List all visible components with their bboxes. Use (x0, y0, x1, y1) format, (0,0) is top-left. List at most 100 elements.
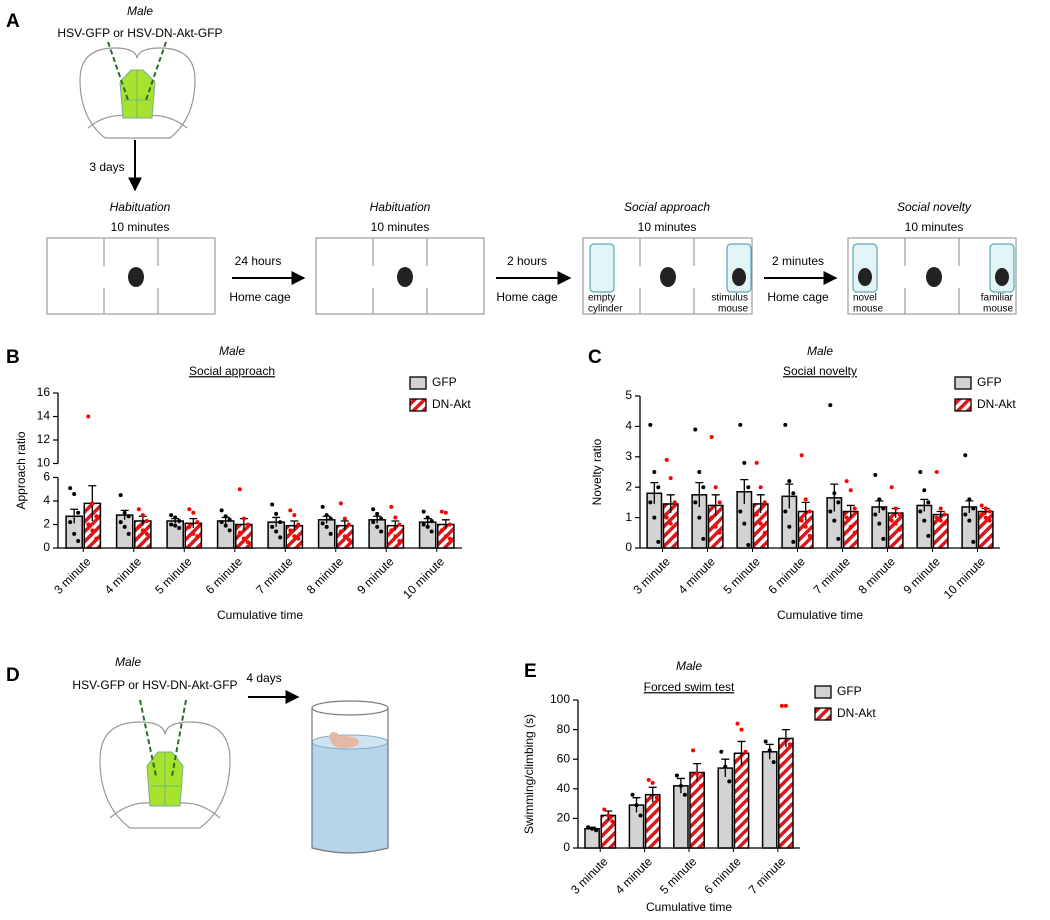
data-point (983, 506, 988, 511)
data-point (832, 518, 837, 523)
data-point (630, 792, 635, 797)
data-point (926, 533, 931, 538)
data-point (76, 538, 81, 543)
chart-title: Male (219, 344, 245, 358)
data-point (634, 803, 639, 808)
data-point (922, 488, 927, 493)
error-bar (711, 494, 720, 517)
data-point (443, 534, 448, 539)
data-point (873, 473, 878, 478)
data-point (72, 531, 77, 536)
error-bar (189, 517, 198, 529)
data-point (237, 530, 242, 535)
data-point (140, 513, 145, 518)
data-point (709, 515, 714, 520)
data-point (807, 509, 812, 514)
legend-label: GFP (432, 375, 457, 389)
data-point (86, 414, 91, 419)
data-point (693, 500, 698, 505)
data-point (177, 526, 182, 531)
data-point (443, 510, 448, 515)
data-point (934, 515, 939, 520)
x-tick-label: 3 minute (568, 854, 611, 897)
data-point (397, 538, 402, 543)
data-point (799, 518, 804, 523)
data-point (942, 521, 947, 526)
data-point (743, 749, 748, 754)
x-tick-label: 6 minute (765, 554, 808, 597)
stage-duration: 10 minutes (638, 220, 697, 234)
arena-label: empty (588, 293, 615, 304)
data-point (852, 506, 857, 511)
data-point (697, 470, 702, 474)
x-axis-label: Cumulative time (646, 900, 732, 914)
place-label: Home cage (229, 290, 291, 304)
data-point (338, 529, 343, 534)
data-point (439, 528, 444, 533)
data-point (288, 508, 293, 513)
interval-label: 2 minutes (772, 254, 824, 268)
data-point (739, 727, 744, 732)
data-point (963, 512, 968, 517)
place-label: Home cage (767, 290, 829, 304)
data-point (771, 760, 776, 765)
data-point (691, 748, 696, 753)
x-tick-label: 10 minute (941, 554, 988, 601)
data-point (136, 507, 141, 512)
data-point (893, 506, 898, 511)
data-point (783, 703, 788, 708)
data-point (173, 515, 178, 520)
interval-label: 2 hours (507, 254, 547, 268)
data-point (421, 522, 426, 527)
legend-swatch (409, 376, 427, 390)
error-bar (391, 520, 400, 531)
legend-label: DN-Akt (432, 397, 471, 411)
y-axis-label: Approach ratio (14, 431, 28, 509)
data-point (187, 507, 192, 512)
data-point (762, 530, 767, 535)
arena-label: mouse (853, 304, 883, 315)
data-point (889, 485, 894, 490)
data-point (934, 470, 939, 474)
panel-label: B (6, 347, 20, 368)
data-point (118, 520, 123, 525)
data-point (695, 772, 700, 776)
data-point (848, 488, 853, 493)
data-point (938, 518, 943, 523)
arena-label: mouse (983, 304, 1013, 315)
data-point (169, 513, 174, 518)
arena-label: mouse (718, 304, 748, 315)
data-point (727, 779, 732, 784)
error-bar (290, 520, 299, 531)
mouse-icons (128, 267, 1009, 287)
bar (644, 793, 661, 849)
chart-subtitle: Social approach (189, 364, 275, 378)
data-point (292, 534, 297, 539)
data-point (122, 510, 127, 515)
x-tick-label: 3 minute (51, 554, 94, 597)
sex-label: Male (115, 655, 141, 669)
y-tick-label: 10 (37, 456, 51, 470)
data-point (610, 819, 615, 824)
data-point (763, 739, 768, 744)
data-point (94, 536, 99, 541)
data-point (668, 476, 673, 481)
data-point (278, 535, 283, 540)
data-point (126, 514, 131, 519)
data-point (122, 524, 127, 529)
diagram-d: Male HSV-GFP or HSV-DN-Akt-GFP 4 days (72, 655, 389, 854)
x-tick-label: 5 minute (657, 854, 700, 897)
y-tick-label: 5 (625, 388, 632, 402)
panel-label: C (588, 347, 602, 368)
data-point (893, 521, 898, 526)
data-point (439, 509, 444, 514)
x-tick-label: 5 minute (720, 554, 763, 597)
data-point (852, 530, 857, 535)
data-point (371, 520, 376, 525)
data-point (754, 512, 759, 517)
y-tick-label: 1 (625, 510, 632, 524)
data-point (713, 485, 718, 490)
data-point (767, 748, 772, 753)
data-point (678, 783, 683, 788)
x-axis-label: Cumulative time (777, 608, 863, 622)
